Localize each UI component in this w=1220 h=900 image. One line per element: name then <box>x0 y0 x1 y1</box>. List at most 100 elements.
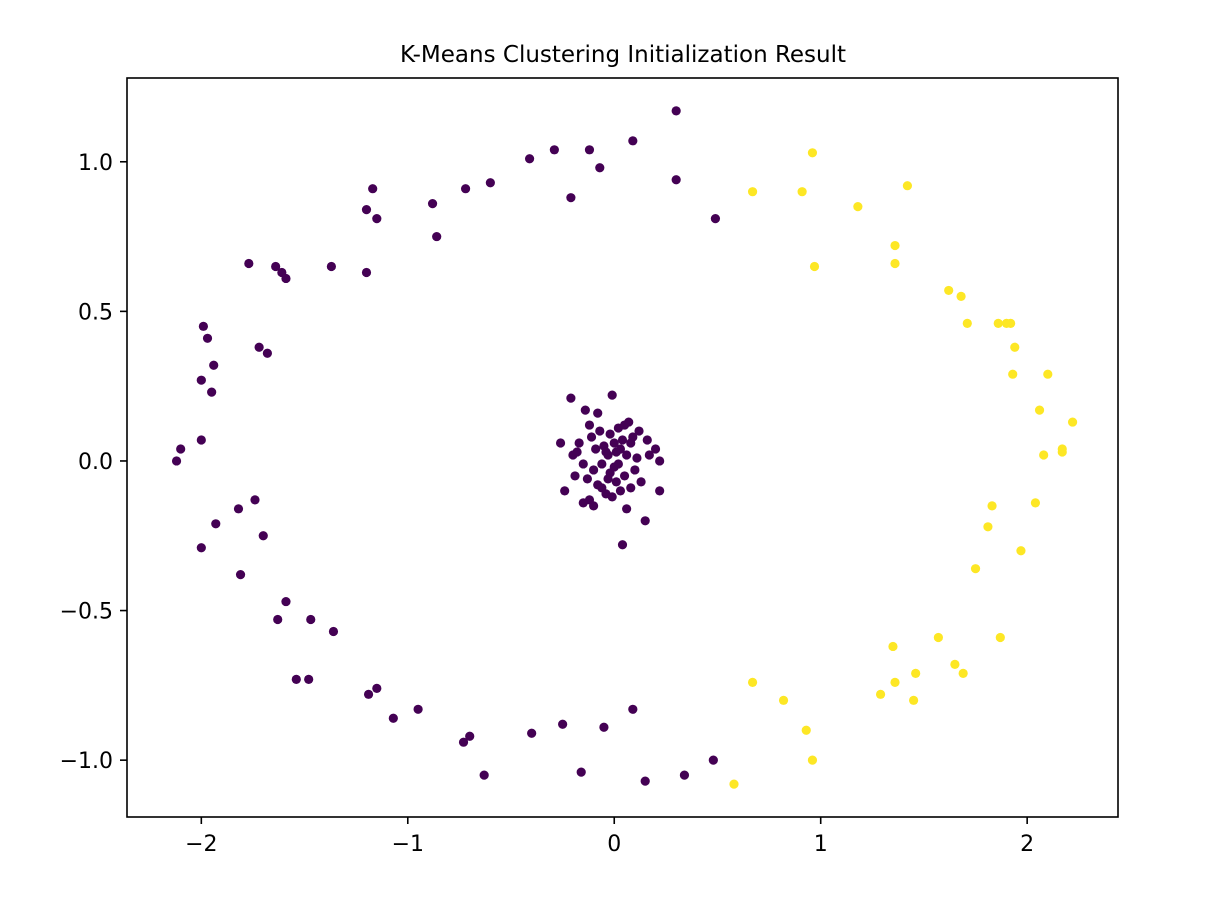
data-point-cluster-0-25 <box>326 261 336 272</box>
points-layer <box>171 106 1078 789</box>
data-point-cluster-1-22 <box>958 668 968 678</box>
data-point-cluster-0-104 <box>644 450 654 460</box>
data-point-cluster-0-40 <box>479 770 489 780</box>
x-tick-label: −1 <box>392 832 424 857</box>
data-point-cluster-0-36 <box>432 231 442 242</box>
data-point-cluster-1-26 <box>987 501 997 511</box>
x-tick-label: 2 <box>1020 832 1034 857</box>
data-point-cluster-0-31 <box>372 214 382 224</box>
data-point-cluster-0-34 <box>413 704 423 714</box>
data-point-cluster-1-12 <box>890 240 900 251</box>
data-point-cluster-0-9 <box>211 519 221 529</box>
data-point-cluster-1-35 <box>1034 405 1045 415</box>
data-point-cluster-0-45 <box>558 719 568 729</box>
data-point-cluster-0-72 <box>591 444 601 454</box>
data-point-cluster-0-109 <box>584 420 595 430</box>
data-point-cluster-1-31 <box>1008 369 1018 379</box>
data-point-cluster-0-63 <box>570 471 580 481</box>
y-tick-label: −0.5 <box>60 600 113 625</box>
data-point-cluster-0-105 <box>650 444 661 454</box>
data-point-cluster-0-24 <box>306 614 316 625</box>
data-point-cluster-0-21 <box>281 596 291 607</box>
data-point-cluster-1-8 <box>809 261 820 272</box>
y-tick-label: 0.0 <box>78 450 113 475</box>
data-point-cluster-0-6 <box>202 333 213 343</box>
x-axis: −2 −1 0 1 2 <box>185 817 1034 857</box>
data-point-cluster-0-102 <box>640 516 650 526</box>
data-point-cluster-0-117 <box>603 474 613 484</box>
data-point-cluster-0-66 <box>578 459 588 469</box>
data-point-cluster-0-13 <box>250 495 260 505</box>
data-point-cluster-1-27 <box>993 318 1003 328</box>
data-point-cluster-0-12 <box>244 258 254 269</box>
data-point-cluster-1-25 <box>983 522 993 532</box>
data-point-cluster-0-22 <box>291 674 301 684</box>
data-point-cluster-0-14 <box>254 342 264 352</box>
data-point-cluster-0-107 <box>655 456 665 466</box>
data-point-cluster-0-58 <box>710 214 721 224</box>
y-tick-label: 1.0 <box>78 151 113 176</box>
data-point-cluster-0-86 <box>611 477 621 487</box>
data-point-cluster-1-3 <box>778 695 789 705</box>
y-tick-label: −1.0 <box>60 749 113 774</box>
data-point-cluster-0-1 <box>176 444 186 454</box>
data-point-cluster-0-71 <box>589 465 599 475</box>
data-point-cluster-0-82 <box>607 390 617 400</box>
data-point-cluster-0-7 <box>207 387 217 397</box>
data-point-cluster-0-38 <box>460 184 471 194</box>
data-point-cluster-0-103 <box>642 435 652 445</box>
data-point-cluster-1-4 <box>797 187 807 197</box>
data-point-cluster-0-50 <box>599 722 609 732</box>
data-point-cluster-0-93 <box>622 450 632 460</box>
data-point-cluster-1-13 <box>890 258 900 269</box>
data-point-cluster-0-43 <box>527 728 537 738</box>
data-point-cluster-1-36 <box>1039 450 1049 460</box>
data-point-cluster-0-60 <box>560 486 570 496</box>
data-point-cluster-0-99 <box>632 453 642 463</box>
data-point-cluster-1-39 <box>1057 447 1067 457</box>
data-point-cluster-0-33 <box>388 713 398 723</box>
data-point-cluster-1-14 <box>890 677 900 687</box>
data-point-cluster-0-100 <box>634 426 644 436</box>
data-point-cluster-0-55 <box>671 106 681 116</box>
data-point-cluster-0-108 <box>578 498 588 508</box>
data-point-cluster-0-3 <box>196 543 206 553</box>
data-point-cluster-0-30 <box>368 184 378 194</box>
data-point-cluster-0-94 <box>622 504 632 514</box>
data-point-cluster-0-46 <box>566 193 576 203</box>
y-axis: −1.0 −0.5 0.0 0.5 1.0 <box>60 151 127 774</box>
data-point-cluster-0-17 <box>271 261 281 272</box>
data-point-cluster-1-10 <box>875 689 886 699</box>
data-point-cluster-1-11 <box>888 641 898 652</box>
data-point-cluster-1-21 <box>956 291 966 302</box>
data-point-cluster-0-51 <box>628 136 638 146</box>
data-point-cluster-1-34 <box>1030 498 1041 508</box>
data-point-cluster-0-75 <box>595 426 605 436</box>
data-point-cluster-0-96 <box>626 483 636 493</box>
data-point-cluster-0-113 <box>607 492 617 502</box>
data-point-cluster-1-28 <box>995 632 1005 643</box>
data-point-cluster-0-28 <box>361 267 372 278</box>
data-point-cluster-1-15 <box>902 181 913 191</box>
data-point-cluster-0-89 <box>615 444 626 454</box>
data-point-cluster-0-111 <box>597 483 607 493</box>
x-tick-label: −2 <box>185 832 217 857</box>
data-point-cluster-0-106 <box>655 486 665 496</box>
data-point-cluster-0-74 <box>593 408 603 418</box>
data-point-cluster-0-67 <box>580 405 590 415</box>
data-point-cluster-0-49 <box>595 163 605 173</box>
data-point-cluster-0-42 <box>524 154 535 164</box>
data-point-cluster-0-8 <box>209 360 219 370</box>
data-point-cluster-1-18 <box>933 632 943 643</box>
data-point-cluster-1-16 <box>909 695 919 705</box>
data-point-cluster-1-9 <box>853 202 863 212</box>
data-point-cluster-0-80 <box>605 429 615 439</box>
data-point-cluster-0-44 <box>549 145 559 155</box>
data-point-cluster-0-101 <box>636 477 646 487</box>
y-tick-label: 0.5 <box>78 300 113 325</box>
data-point-cluster-0-27 <box>361 205 372 215</box>
data-point-cluster-1-6 <box>807 755 818 765</box>
